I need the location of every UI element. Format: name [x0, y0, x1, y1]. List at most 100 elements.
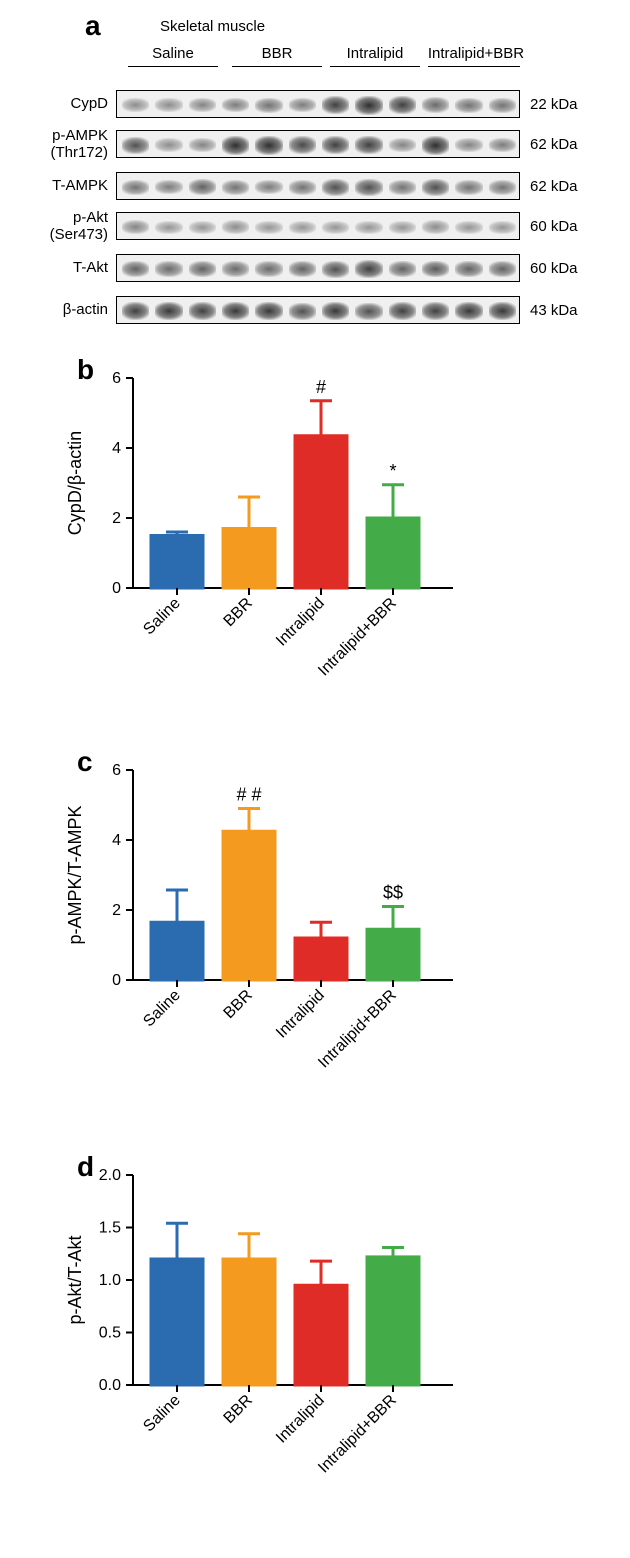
svg-text:0: 0	[112, 580, 121, 597]
svg-text:0: 0	[112, 972, 121, 989]
blot-strip	[116, 212, 520, 240]
blot-lane	[489, 302, 516, 321]
blot-row: T-AMPK 62 kDa	[0, 172, 630, 206]
blot-lane	[222, 302, 249, 321]
blot-lane	[455, 302, 482, 321]
blot-mw-label: 60 kDa	[530, 260, 578, 277]
svg-text:6: 6	[112, 762, 121, 779]
blot-lane	[289, 136, 316, 154]
blot-strip	[116, 130, 520, 158]
svg-text:#: #	[316, 377, 326, 397]
blot-lane	[355, 303, 382, 320]
blot-lane	[155, 180, 182, 195]
blot-protein-label: p-AMPK(Thr172)	[0, 128, 108, 161]
svg-text:0.0: 0.0	[99, 1377, 121, 1394]
blot-protein-label: T-AMPK	[0, 178, 108, 195]
blot-lane	[422, 136, 449, 155]
blot-lane	[222, 261, 249, 277]
blot-lane	[389, 261, 416, 277]
blot-lane	[322, 179, 349, 196]
svg-text:Saline: Saline	[140, 1392, 184, 1436]
blot-underline	[428, 66, 520, 67]
svg-text:BBR: BBR	[221, 987, 256, 1022]
panel-a-label: a	[85, 10, 101, 42]
blot-lane	[322, 302, 349, 321]
blot-lane	[189, 98, 216, 112]
chart-svg: 0.00.51.01.52.0p-Akt/T-AktSalineBBRIntra…	[55, 1155, 575, 1490]
blot-lane	[422, 302, 449, 320]
bar-intralipid	[295, 436, 347, 588]
svg-text:p-Akt/T-Akt: p-Akt/T-Akt	[65, 1235, 85, 1324]
svg-text:2.0: 2.0	[99, 1167, 121, 1184]
blot-lane	[222, 180, 249, 195]
blot-lane	[122, 261, 149, 277]
blot-lane	[155, 98, 182, 112]
blot-lane	[189, 179, 216, 195]
blot-lane	[122, 302, 149, 320]
blot-lane	[289, 98, 316, 113]
bar-saline	[151, 536, 203, 589]
blot-row: p-AMPK(Thr172)62 kDa	[0, 130, 630, 164]
blot-lane	[189, 261, 216, 277]
panel-a-tissue-title: Skeletal muscle	[160, 18, 265, 35]
svg-text:4: 4	[112, 832, 121, 849]
blot-lane	[422, 220, 449, 234]
svg-text:# #: # #	[236, 785, 261, 805]
blot-lane	[189, 138, 216, 152]
blot-lane	[355, 96, 382, 115]
blot-lane	[489, 261, 516, 277]
svg-text:0.5: 0.5	[99, 1325, 121, 1342]
blot-lane	[322, 261, 349, 278]
blot-lane	[255, 302, 282, 321]
blot-strip	[116, 254, 520, 282]
blot-protein-label: CypD	[0, 96, 108, 113]
bar-intralipid-bbr	[367, 518, 419, 588]
bar-intralipid	[295, 938, 347, 980]
bar-intralipid	[295, 1285, 347, 1385]
svg-text:BBR: BBR	[221, 1392, 256, 1427]
panel-c-label: c	[77, 746, 93, 778]
blot-mw-label: 62 kDa	[530, 178, 578, 195]
blot-lane	[155, 138, 182, 152]
blot-lane	[289, 261, 316, 277]
blot-lane	[455, 261, 482, 277]
panel-b-label: b	[77, 354, 94, 386]
svg-text:Saline: Saline	[140, 987, 184, 1031]
blot-lane	[422, 261, 449, 278]
blot-lane	[489, 180, 516, 195]
blot-lane	[455, 180, 482, 195]
svg-text:6: 6	[112, 370, 121, 387]
svg-text:Intralipid: Intralipid	[273, 987, 328, 1042]
blot-lane	[455, 138, 482, 152]
blot-lane	[355, 136, 382, 154]
panel-d: d0.00.51.01.52.0p-Akt/T-AktSalineBBRIntr…	[55, 1155, 575, 1490]
bar-bbr	[223, 1259, 275, 1385]
blot-lane	[289, 180, 316, 195]
blot-lane	[255, 136, 282, 155]
blot-mw-label: 60 kDa	[530, 218, 578, 235]
blot-lane	[289, 221, 316, 234]
blot-group-saline: Saline	[128, 45, 218, 62]
blot-lane	[255, 221, 282, 234]
blot-strip	[116, 296, 520, 324]
svg-text:1.5: 1.5	[99, 1220, 121, 1237]
chart-svg: 0246CypD/β-actinSalineBBR#Intralipid*Int…	[55, 358, 575, 693]
blot-protein-label: p-Akt(Ser473)	[0, 210, 108, 243]
blot-lane	[389, 180, 416, 195]
blot-lane	[189, 221, 216, 234]
blot-group-intralipid-bbr: Intralipid+BBR	[422, 45, 530, 62]
blot-lane	[389, 138, 416, 152]
blot-lane	[122, 220, 149, 234]
svg-text:Intralipid+BBR: Intralipid+BBR	[315, 595, 400, 680]
svg-text:2: 2	[112, 510, 121, 527]
chart-svg: 0246p-AMPK/T-AMPKSaline# #BBRIntralipid$…	[55, 750, 575, 1085]
svg-text:$$: $$	[383, 883, 403, 903]
blot-underline	[330, 66, 420, 67]
bar-intralipid-bbr	[367, 1257, 419, 1385]
svg-text:Intralipid: Intralipid	[273, 595, 328, 650]
blot-strip	[116, 172, 520, 200]
blot-lane	[122, 98, 149, 112]
panel-d-label: d	[77, 1151, 94, 1183]
blot-lane	[455, 221, 482, 234]
panel-b: b0246CypD/β-actinSalineBBR#Intralipid*In…	[55, 358, 575, 693]
